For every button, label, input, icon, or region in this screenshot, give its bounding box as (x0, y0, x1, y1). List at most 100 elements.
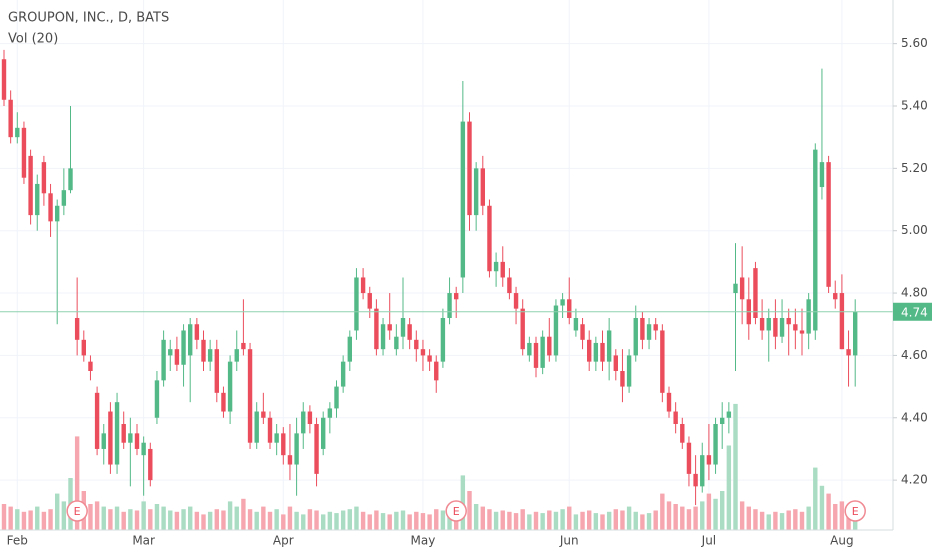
volume-bar (779, 513, 785, 530)
candle-body (853, 311, 858, 356)
volume-bar (799, 511, 805, 530)
earnings-label: E (74, 505, 81, 518)
volume-bar (487, 509, 492, 530)
candle-body (706, 455, 712, 465)
volume-bar (374, 510, 379, 530)
volume-bar (580, 511, 585, 530)
candle-body (560, 299, 565, 306)
candle-body (793, 324, 798, 331)
volume-bar (833, 504, 838, 530)
candle-body (427, 355, 432, 362)
x-tick-label: May (411, 534, 436, 548)
volume-bar (254, 511, 259, 530)
volume-bar (773, 511, 778, 530)
candle-body (41, 162, 47, 194)
candle-body (447, 293, 452, 318)
volume-bar (354, 506, 359, 530)
last-price-label: 4.74 (901, 305, 928, 319)
volume-bar (440, 510, 446, 530)
x-tick-label: Feb (7, 534, 28, 548)
candle-body (214, 349, 219, 393)
candles (0, 49, 893, 506)
candle-body (540, 336, 545, 368)
candle-body (573, 318, 579, 331)
volume-bar (700, 501, 705, 530)
volume-bar (813, 467, 818, 530)
candle-body (287, 455, 293, 465)
volume-bar (207, 511, 213, 530)
volume-bar (161, 506, 166, 530)
candle-body (134, 433, 140, 449)
volume-bar (141, 501, 146, 530)
volume-bar (567, 506, 572, 530)
candle-body (68, 168, 73, 191)
volume-bar (480, 506, 485, 530)
candle-body (181, 330, 186, 365)
candle-body (527, 342, 532, 356)
volume-bar (793, 509, 798, 530)
candle-body (480, 168, 485, 206)
candle-body (626, 355, 632, 387)
candle-body (114, 402, 120, 465)
volume-bar (314, 510, 319, 530)
volume-bar (759, 511, 765, 530)
volume-bar (387, 514, 392, 530)
candle-body (327, 408, 333, 418)
candle-body (347, 336, 352, 362)
volume-bar (640, 514, 645, 530)
candle-body (314, 424, 319, 474)
volume-bar (693, 506, 698, 530)
candle-body (646, 324, 652, 340)
volume-bar (620, 510, 625, 530)
volume-bar (500, 510, 505, 530)
candle-body (460, 121, 466, 278)
volume-bar (227, 501, 233, 530)
candle-body (141, 442, 146, 456)
candle-body (799, 330, 805, 334)
candle-body (513, 293, 519, 309)
volume-bar (21, 511, 27, 530)
candle-body (553, 305, 559, 356)
volume-bar (646, 513, 652, 530)
candle-body (108, 411, 113, 465)
y-tick-label: 5.00 (901, 223, 928, 237)
y-tick-label: 5.40 (901, 99, 928, 113)
candle-body (587, 339, 592, 362)
volume-bar (606, 511, 612, 530)
volume-bar (380, 513, 386, 530)
candle-body (128, 433, 133, 443)
volume-bar (706, 493, 712, 530)
candle-body (61, 190, 67, 206)
candle-body (733, 283, 738, 294)
candle-body (826, 162, 831, 287)
volume-bar (201, 514, 206, 530)
volume-bar (74, 436, 80, 530)
candle-body (360, 277, 366, 294)
volume-bar (407, 514, 412, 530)
candle-body (467, 121, 472, 216)
volume-bar (507, 511, 512, 530)
candle-body (74, 318, 80, 340)
volume-bar (713, 498, 718, 530)
candle-body (374, 308, 379, 350)
volume-bar (241, 498, 246, 530)
candle-body (334, 386, 339, 409)
volume-bar (786, 510, 791, 530)
volume-label: Vol (20) (8, 32, 58, 47)
y-tick-label: 4.60 (901, 348, 928, 362)
candle-body (779, 318, 785, 337)
y-tick-label: 4.20 (901, 473, 928, 487)
candle-body (35, 183, 40, 216)
volume-bar (473, 504, 479, 530)
volume-bar (533, 511, 539, 530)
volume-bar (766, 514, 771, 530)
volume-bar (626, 506, 632, 530)
candle-body (367, 293, 372, 309)
candle-body (101, 433, 106, 449)
volume-bar (134, 510, 140, 530)
candle-body (307, 411, 313, 424)
volume-bar (593, 513, 599, 530)
candle-body (819, 162, 825, 188)
candle-body (454, 293, 459, 300)
candle-body (613, 355, 618, 371)
